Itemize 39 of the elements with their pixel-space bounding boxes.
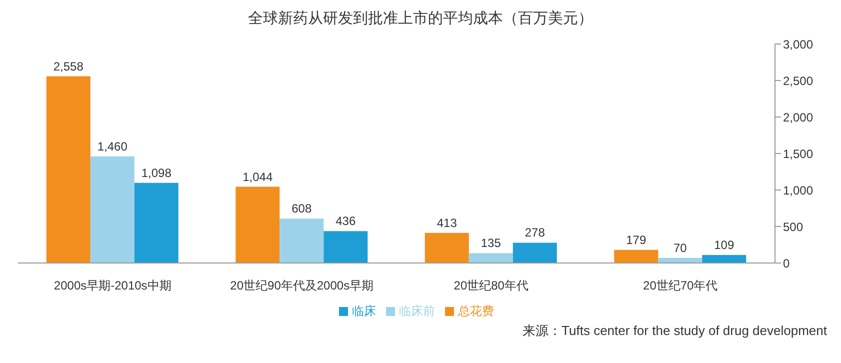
x-tick-label: 2000s早期-2010s中期 (54, 278, 172, 293)
bar (468, 253, 513, 263)
data-label: 70 (673, 240, 688, 255)
data-label: 2,558 (53, 59, 84, 74)
bar (614, 250, 658, 263)
data-label: 179 (626, 232, 646, 247)
data-label: 608 (292, 202, 312, 216)
bar (512, 242, 557, 263)
x-tick-label: 20世纪90年代及2000s早期 (230, 278, 374, 293)
legend-label: 临床前 (399, 304, 435, 318)
y-tick-label: 0 (783, 256, 790, 270)
data-label: 109 (714, 238, 734, 252)
data-label: 1,044 (242, 170, 273, 184)
bar (134, 182, 178, 263)
chart-title: 全球新药从研发到批准上市的平均成本（百万美元） (247, 9, 594, 29)
bar (424, 232, 469, 263)
x-tick-label: 20世纪70年代 (643, 278, 718, 293)
data-label: 135 (480, 236, 502, 250)
data-label: 1,098 (141, 166, 172, 180)
source-note: 来源：Tufts center for the study of drug development (522, 322, 828, 340)
y-tick-label: 1,500 (783, 146, 814, 161)
data-label: 1,460 (97, 139, 128, 154)
bar (702, 255, 746, 263)
y-tick-label: 2,500 (783, 74, 814, 88)
bar (90, 156, 134, 263)
x-tick-label: 20世纪80年代 (454, 278, 528, 293)
y-tick-label: 3,000 (783, 37, 814, 52)
bar (280, 218, 324, 263)
data-label: 413 (436, 216, 458, 230)
legend-label: 总花费 (458, 304, 494, 318)
y-tick-label: 500 (783, 220, 804, 234)
bar (46, 76, 90, 263)
bar (324, 231, 368, 263)
y-tick-label: 1,000 (783, 183, 814, 198)
data-label: 436 (336, 214, 356, 228)
bar (236, 186, 280, 263)
data-label: 278 (524, 226, 546, 240)
legend-label: 临床 (352, 304, 376, 318)
y-tick-label: 2,000 (783, 110, 814, 124)
